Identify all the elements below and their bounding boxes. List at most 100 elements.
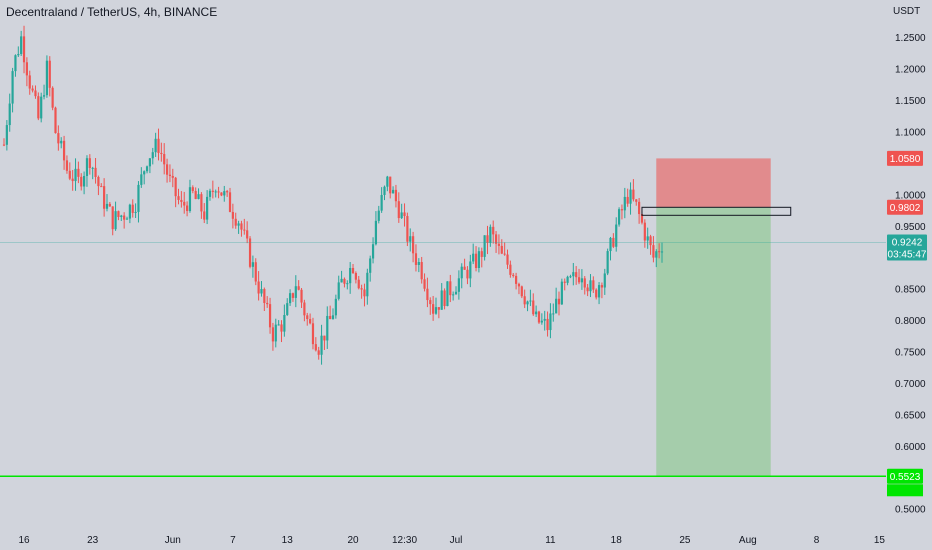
candle-body (597, 285, 601, 298)
candle-body (646, 236, 649, 241)
candle-body (208, 190, 212, 197)
candle-body (42, 95, 46, 97)
candle-body (77, 168, 80, 177)
y-tick-label: 0.8500 (895, 285, 926, 296)
candle-body (623, 196, 626, 211)
y-tick-label: 0.6500 (895, 410, 926, 421)
current-price-countdown: 03:45:47 (888, 250, 927, 261)
candle-body (429, 300, 432, 305)
candle-body (68, 170, 71, 179)
candle-body (226, 191, 229, 193)
candle-body (240, 223, 243, 230)
candle-body (243, 229, 246, 231)
candle-body (286, 303, 289, 315)
candle-body (125, 218, 129, 220)
candle-body (60, 140, 63, 144)
candle-body (163, 154, 166, 165)
candle-body (546, 318, 549, 331)
candle-body (45, 60, 49, 96)
candle-body (555, 298, 558, 314)
candle-body (537, 311, 541, 323)
candle-body (237, 223, 240, 226)
x-tick-label: Jun (165, 535, 181, 546)
candle-body (457, 278, 460, 292)
candle-body (128, 204, 131, 219)
candle-body (320, 335, 323, 355)
candle-body (160, 152, 163, 155)
candle-body (371, 244, 375, 259)
x-tick-label: 12:30 (392, 535, 417, 546)
candle-body (400, 212, 403, 219)
candle-body (266, 302, 269, 305)
x-tick-label: 13 (282, 535, 294, 546)
y-tick-label: 1.1000 (895, 128, 926, 139)
candle-body (357, 279, 360, 289)
candle-body (389, 176, 392, 194)
current-price-tag-bg (887, 234, 927, 261)
candle-body (557, 298, 561, 305)
candle-body (446, 281, 449, 307)
candle-body (386, 176, 389, 187)
candle-body (191, 187, 194, 191)
candle-body (40, 96, 43, 119)
candle-body (74, 168, 77, 182)
candle-body (360, 288, 363, 290)
candle-body (91, 167, 94, 169)
time-axis: 16 23 Jun 7 13 20 12:30 Jul 11 18 25 Aug 8 15 (18, 535, 885, 546)
candle-body (577, 277, 581, 283)
candle-body (203, 211, 206, 220)
candle-body (268, 304, 272, 328)
candle-body (323, 335, 326, 341)
candle-body (500, 245, 503, 254)
candle-body (143, 171, 146, 175)
candle-body (111, 206, 114, 230)
candle-body (409, 236, 412, 242)
candle-body (632, 189, 635, 200)
candle-body (483, 235, 486, 257)
candle-body (334, 298, 337, 316)
candle-body (234, 218, 237, 226)
x-tick-label: Aug (739, 535, 757, 546)
candle-body (337, 282, 340, 299)
candle-body (303, 302, 306, 316)
candle-body (586, 287, 589, 292)
candle-body (311, 323, 315, 345)
y-tick-label: 1.1500 (895, 96, 926, 107)
candle-body (552, 313, 555, 315)
candle-body (248, 238, 252, 267)
price-tag-text: 0.5523 (890, 472, 921, 483)
candle-body (543, 318, 546, 321)
candle-body (406, 216, 409, 242)
candle-body (37, 96, 40, 119)
candle-body (140, 174, 143, 185)
candle-body (394, 189, 398, 202)
candle-body (377, 210, 380, 221)
candle-body (452, 294, 455, 296)
candle-body (306, 315, 309, 320)
candle-body (220, 192, 223, 196)
candle-body (463, 266, 466, 270)
candle-body (134, 211, 137, 213)
candle-body (223, 191, 226, 196)
y-tick-label: 0.9500 (895, 222, 926, 233)
chart-title: Decentraland / TetherUS, 4h, BINANCE (6, 5, 218, 19)
candle-body (563, 281, 566, 283)
candle-body (105, 203, 109, 209)
candle-body (426, 288, 429, 301)
candle-body (626, 196, 629, 204)
candle-body (294, 286, 297, 298)
candle-body (474, 253, 478, 268)
candle-body (492, 226, 495, 235)
candle-body (391, 189, 395, 194)
candle-body (449, 281, 452, 296)
y-tick-label: 0.8000 (895, 316, 926, 327)
candle-body (658, 251, 661, 253)
candle-body (572, 272, 575, 277)
price-axis: USDT 1.2500 1.2000 1.1500 1.1000 1.0000 0.9500… (893, 6, 926, 516)
candle-body (638, 201, 641, 215)
candle-body (177, 196, 180, 200)
candle-body (346, 283, 349, 285)
